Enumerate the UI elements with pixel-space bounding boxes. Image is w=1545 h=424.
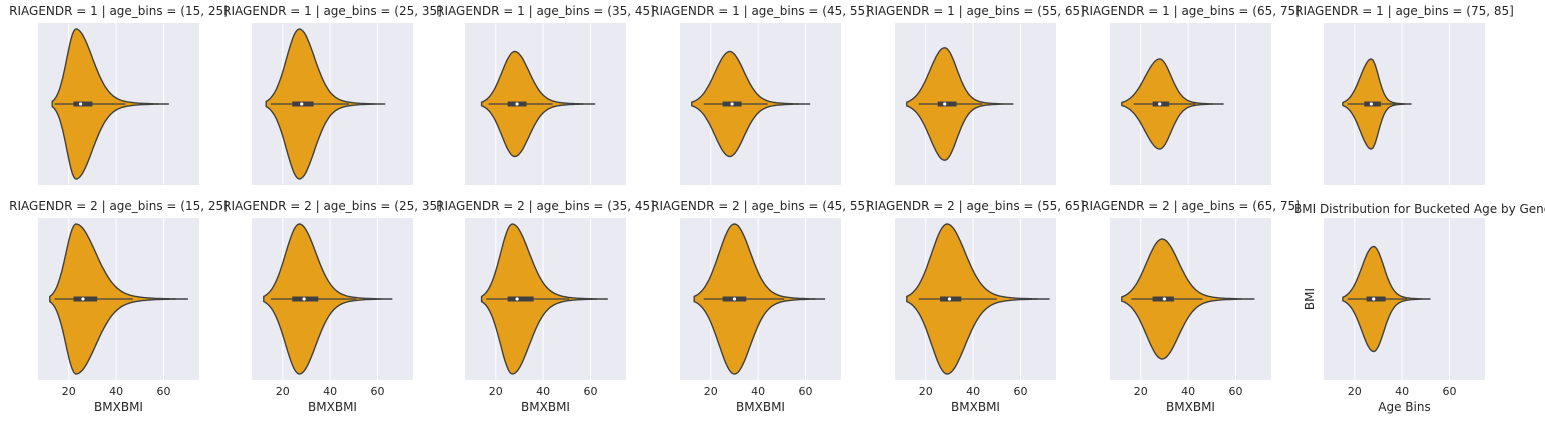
panel-title: RIAGENDR = 1 | age_bins = (25, 35]: [223, 4, 442, 18]
x-tick-label: 40: [1181, 385, 1195, 398]
x-axis-label: BMXBMI: [1166, 400, 1215, 414]
violin-median-dot: [1162, 297, 1167, 301]
facet-panel: RIAGENDR = 1 | age_bins = (65, 75]: [1081, 4, 1300, 185]
violin-median-dot: [732, 297, 737, 301]
violin-median-dot: [300, 102, 304, 106]
x-tick-label: 60: [156, 385, 170, 398]
facet-panel: RIAGENDR = 1 | age_bins = (15, 25]: [9, 4, 228, 185]
facet-panel: RIAGENDR = 2 | age_bins = (55, 65] 20 40 60…: [866, 199, 1085, 414]
x-tick-label: 60: [798, 385, 812, 398]
violin-iqr-box: [73, 101, 93, 107]
panel-title: RIAGENDR = 2 | age_bins = (45, 55]: [651, 199, 870, 213]
x-tick-label: 60: [370, 385, 384, 398]
violin-median-dot: [1369, 102, 1373, 106]
x-tick-label: 20: [1134, 385, 1148, 398]
facet-panel: RIAGENDR = 1 | age_bins = (25, 35]: [223, 4, 442, 185]
x-axis-label: Age Bins: [1378, 400, 1430, 414]
facet-panel: RIAGENDR = 2 | age_bins = (45, 55] 20 40 60…: [651, 199, 870, 414]
x-tick-label: 20: [276, 385, 290, 398]
panel-title: RIAGENDR = 1 | age_bins = (35, 45]: [436, 4, 655, 18]
violin-iqr-box: [1366, 296, 1386, 302]
x-tick-label: 20: [704, 385, 718, 398]
x-axis-label: BMXBMI: [736, 400, 785, 414]
facet-panel: RIAGENDR = 2 | age_bins = (65, 75] 20 40 60…: [1081, 199, 1300, 414]
violin-median-dot: [79, 102, 83, 106]
x-axis-label: BMXBMI: [521, 400, 570, 414]
facet-panel: RIAGENDR = 2 | age_bins = (35, 45] 20 40 60…: [436, 199, 655, 414]
x-tick-label: 60: [1442, 385, 1456, 398]
violin-median-dot: [730, 102, 734, 106]
violin-median-dot: [1372, 297, 1376, 301]
x-tick-label: 40: [323, 385, 337, 398]
x-tick-label: 40: [109, 385, 123, 398]
x-tick-label: 60: [1013, 385, 1027, 398]
violin-median-dot: [81, 297, 85, 301]
facet-panel: RIAGENDR = 1 | age_bins = (35, 45]: [436, 4, 655, 185]
x-tick-label: 60: [583, 385, 597, 398]
x-tick-label: 20: [919, 385, 933, 398]
violin-median-dot: [515, 102, 519, 106]
x-axis-label: BMXBMI: [94, 400, 143, 414]
panel-title: RIAGENDR = 2 | age_bins = (15, 25]: [9, 199, 228, 213]
panel-title: RIAGENDR = 1 | age_bins = (45, 55]: [651, 4, 870, 18]
violin-iqr-box: [507, 296, 534, 302]
x-tick-label: 40: [751, 385, 765, 398]
panel-title: RIAGENDR = 2 | age_bins = (65, 75]: [1081, 199, 1300, 213]
x-tick-label: 20: [489, 385, 503, 398]
x-tick-label: 20: [62, 385, 76, 398]
x-tick-label: 40: [966, 385, 980, 398]
panel-title: RIAGENDR = 1 | age_bins = (15, 25]: [9, 4, 228, 18]
panel-title: RIAGENDR = 2 | age_bins = (25, 35]: [223, 199, 442, 213]
panel-title: RIAGENDR = 2 | age_bins = (55, 65]: [866, 199, 1085, 213]
x-axis-label: BMXBMI: [308, 400, 357, 414]
violin-median-dot: [302, 297, 306, 301]
panel-title: RIAGENDR = 1 | age_bins = (75, 85]: [1295, 4, 1514, 18]
panel-title: RIAGENDR = 1 | age_bins = (55, 65]: [866, 4, 1085, 18]
facet-panel: RIAGENDR = 2 | age_bins = (25, 35] 20 40 60…: [223, 199, 442, 414]
facet-panel: RIAGENDR = 1 | age_bins = (75, 85]: [1295, 4, 1514, 185]
violin-median-dot: [947, 297, 952, 301]
violin-iqr-box: [937, 101, 957, 107]
x-tick-label: 40: [1395, 385, 1409, 398]
facet-panel: RIAGENDR = 2 | age_bins = (15, 25] 20 40 60…: [9, 199, 228, 414]
violin-median-dot: [515, 297, 519, 301]
panel-title: RIAGENDR = 1 | age_bins = (65, 75]: [1081, 4, 1300, 18]
x-tick-label: 40: [536, 385, 550, 398]
x-axis-label: BMXBMI: [951, 400, 1000, 414]
facet-panel: RIAGENDR = 1 | age_bins = (45, 55]: [651, 4, 870, 185]
violin-median-dot: [1158, 102, 1162, 106]
violin-median-dot: [943, 102, 947, 106]
violin-iqr-box: [73, 296, 98, 302]
facet-panel: 20 40 60 Age Bins: [1324, 218, 1485, 414]
x-tick-label: 20: [1348, 385, 1362, 398]
x-tick-label: 60: [1228, 385, 1242, 398]
panel-title: RIAGENDR = 2 | age_bins = (35, 45]: [436, 199, 655, 213]
facet-panel: RIAGENDR = 1 | age_bins = (55, 65]: [866, 4, 1085, 185]
